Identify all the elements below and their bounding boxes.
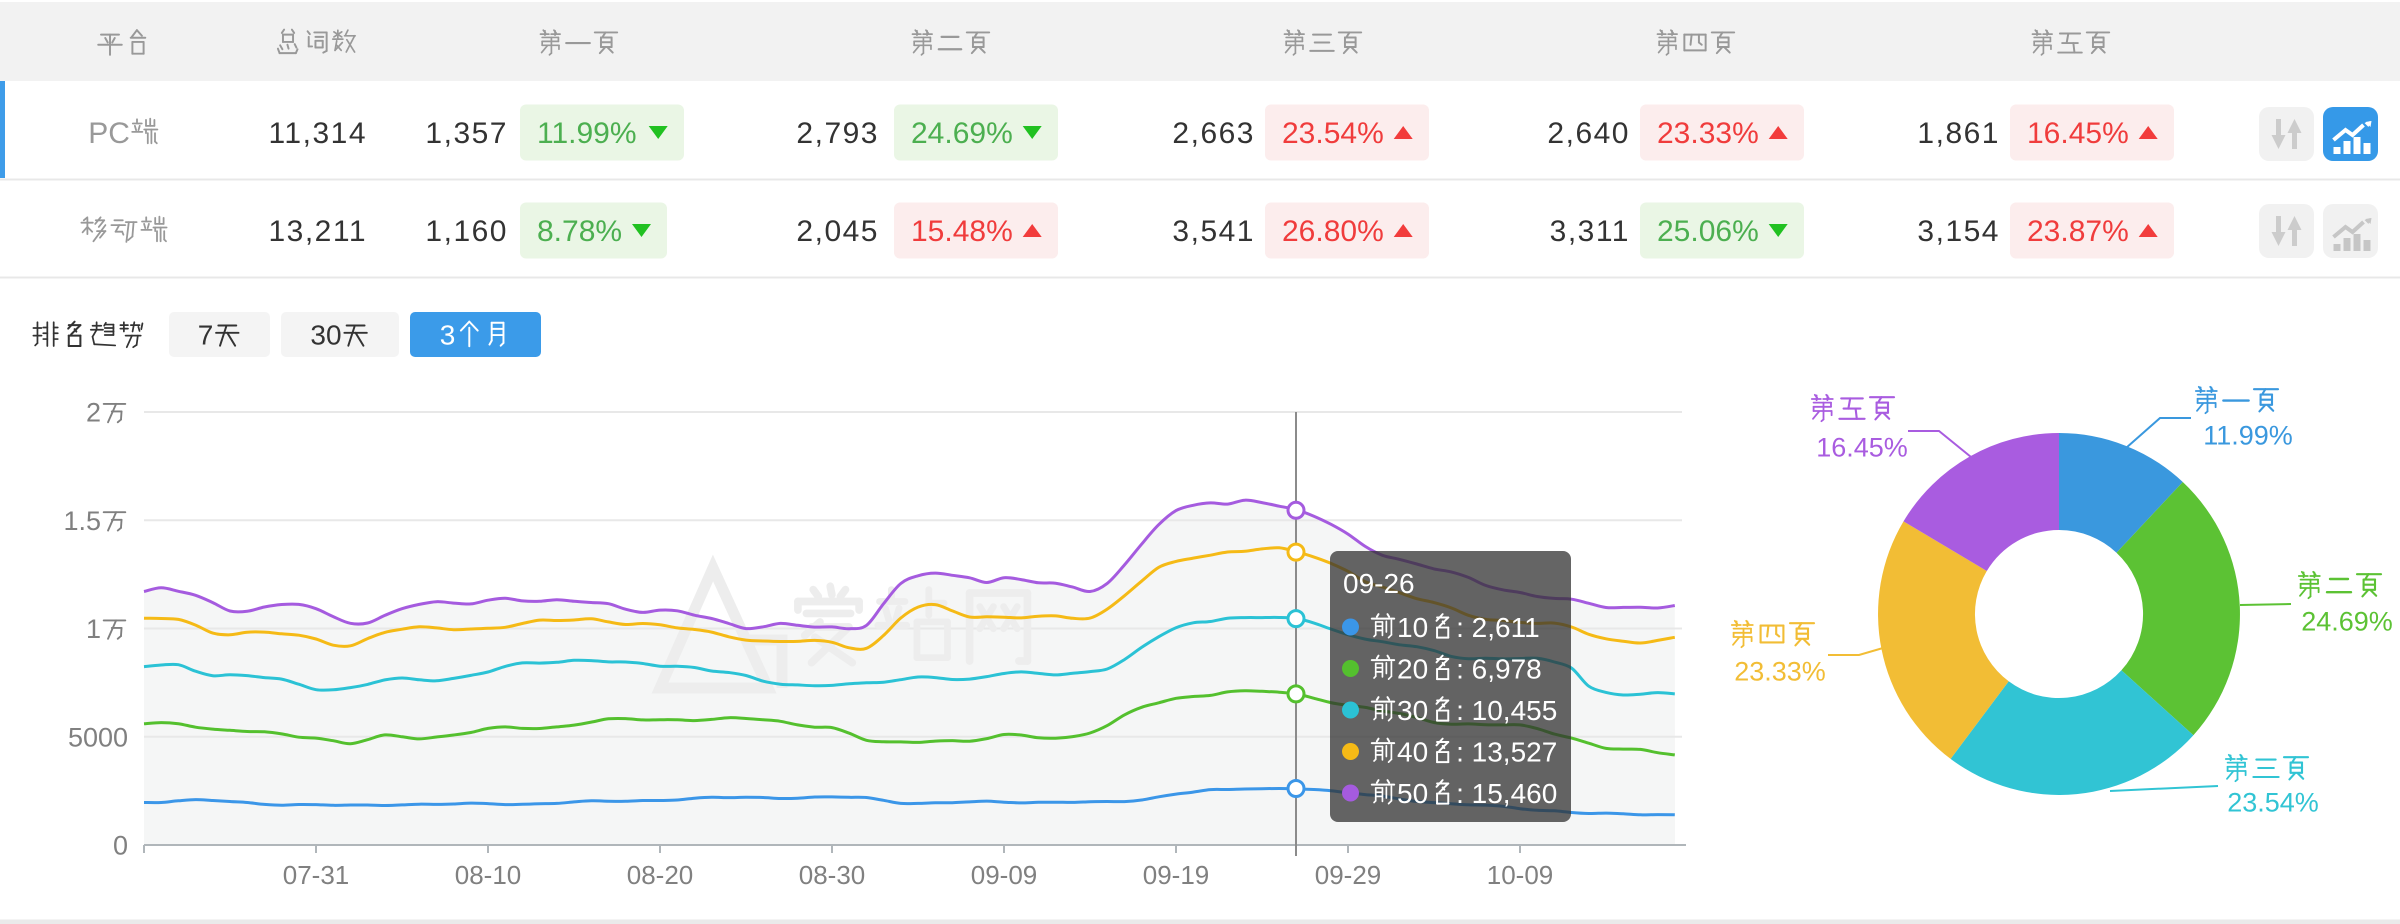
svg-text:08-20: 08-20	[627, 860, 694, 890]
svg-text:15.48%: 15.48%	[911, 215, 1013, 248]
svg-text:1.5: 1.5	[64, 506, 102, 536]
svg-text:2,640: 2,640	[1547, 117, 1630, 150]
svg-text:11,314: 11,314	[268, 117, 367, 150]
svg-text:PC: PC	[88, 117, 130, 150]
svg-text:07-31: 07-31	[283, 860, 350, 890]
svg-text:08-30: 08-30	[799, 860, 866, 890]
svg-text:24.69%: 24.69%	[911, 117, 1013, 150]
svg-text:: 6,978: : 6,978	[1456, 653, 1542, 684]
svg-text:0: 0	[113, 831, 128, 861]
svg-text:50: 50	[1397, 778, 1428, 809]
svg-text:20: 20	[1397, 653, 1428, 684]
svg-text:1: 1	[86, 614, 101, 644]
svg-text:23.54%: 23.54%	[1282, 117, 1384, 150]
svg-text:23.33%: 23.33%	[1657, 117, 1759, 150]
svg-text:24.69%: 24.69%	[2301, 607, 2393, 637]
svg-text:5000: 5000	[68, 722, 128, 752]
svg-text:3: 3	[440, 319, 456, 350]
svg-text:10: 10	[1397, 612, 1428, 643]
svg-text:11.99%: 11.99%	[537, 117, 637, 150]
svg-text:13,211: 13,211	[268, 215, 367, 248]
svg-text:25.06%: 25.06%	[1657, 215, 1759, 248]
svg-text:10-09: 10-09	[1487, 860, 1554, 890]
svg-text:23.33%: 23.33%	[1734, 657, 1826, 687]
svg-text:3,541: 3,541	[1172, 215, 1255, 248]
svg-text:09-09: 09-09	[971, 860, 1038, 890]
svg-text:26.80%: 26.80%	[1282, 215, 1384, 248]
svg-text:2,793: 2,793	[796, 117, 879, 150]
svg-text:: 13,527: : 13,527	[1456, 736, 1557, 767]
svg-text:8.78%: 8.78%	[537, 215, 622, 248]
svg-text:7: 7	[198, 319, 214, 350]
svg-text:11.99%: 11.99%	[2203, 421, 2293, 451]
svg-text:1,861: 1,861	[1917, 117, 2000, 150]
svg-text:2,045: 2,045	[796, 215, 879, 248]
svg-text:23.87%: 23.87%	[2027, 215, 2129, 248]
svg-text:09-26: 09-26	[1343, 568, 1415, 599]
svg-text:30: 30	[310, 319, 341, 350]
svg-text:16.45%: 16.45%	[1816, 433, 1908, 463]
svg-text:23.54%: 23.54%	[2227, 788, 2319, 818]
svg-text:: 15,460: : 15,460	[1456, 778, 1557, 809]
svg-text:40: 40	[1397, 736, 1428, 767]
svg-text:30: 30	[1397, 695, 1428, 726]
svg-text:08-10: 08-10	[455, 860, 522, 890]
svg-text:1,160: 1,160	[425, 215, 508, 248]
svg-text:2: 2	[86, 398, 101, 428]
svg-text:1,357: 1,357	[425, 117, 508, 150]
svg-text:3,311: 3,311	[1550, 215, 1630, 248]
svg-text:: 2,611: : 2,611	[1456, 612, 1540, 643]
svg-text:: 10,455: : 10,455	[1456, 695, 1557, 726]
svg-text:2,663: 2,663	[1172, 117, 1255, 150]
svg-text:09-19: 09-19	[1143, 860, 1210, 890]
svg-text:3,154: 3,154	[1917, 215, 2000, 248]
svg-text:16.45%: 16.45%	[2027, 117, 2129, 150]
svg-text:09-29: 09-29	[1315, 860, 1382, 890]
